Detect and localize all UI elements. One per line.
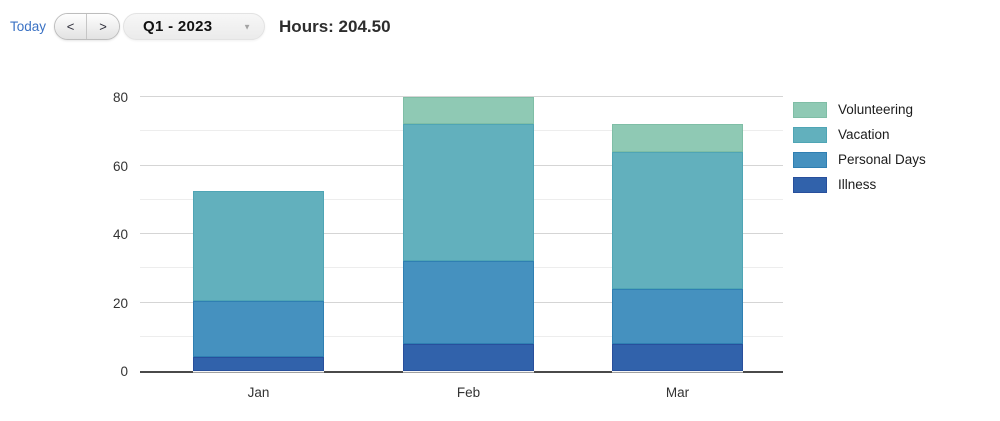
- legend-item-illness: Illness: [793, 172, 926, 197]
- gridline-major: [140, 96, 783, 97]
- x-axis-tick-label: Jan: [247, 385, 270, 400]
- toolbar: Today < > Q1 - 2023 ▼ Hours: 204.50: [10, 13, 391, 40]
- hours-total-value: 204.50: [338, 16, 391, 36]
- legend-item-personal-days: Personal Days: [793, 147, 926, 172]
- stacked-bar-feb: [403, 97, 534, 371]
- y-axis-tick-label: 40: [112, 227, 128, 242]
- period-select[interactable]: Q1 - 2023 ▼: [123, 13, 266, 40]
- bar-segment-vacation: [193, 191, 324, 301]
- legend-swatch: [793, 101, 827, 118]
- stacked-bar-mar: [612, 124, 743, 371]
- stacked-bar-jan: [193, 191, 324, 371]
- x-axis-tick-label: Mar: [665, 385, 690, 400]
- today-link[interactable]: Today: [10, 19, 47, 34]
- legend-label: Personal Days: [838, 152, 926, 167]
- dropdown-arrow-icon: ▼: [243, 22, 252, 31]
- period-nav-button-group: < >: [54, 13, 121, 40]
- bar-segment-vacation: [403, 124, 534, 262]
- bar-segment-illness: [403, 343, 534, 371]
- legend-label: Illness: [838, 177, 877, 192]
- legend-label: Vacation: [838, 127, 890, 142]
- x-axis-tick-label: Feb: [456, 385, 481, 400]
- prev-period-button[interactable]: <: [55, 14, 88, 39]
- y-axis-tick-label: 60: [112, 158, 128, 174]
- bar-segment-illness: [193, 357, 324, 371]
- bar-segment-volunteering: [612, 124, 743, 152]
- y-axis-tick-label: 80: [112, 90, 128, 105]
- legend-swatch: [793, 126, 827, 143]
- bar-segment-volunteering: [403, 97, 534, 125]
- y-axis-tick-label: 0: [120, 364, 128, 379]
- bar-segment-illness: [612, 343, 743, 371]
- legend-label: Volunteering: [838, 102, 914, 117]
- bar-segment-personal-days: [612, 288, 743, 344]
- hours-total: Hours: 204.50: [279, 17, 391, 37]
- next-period-button[interactable]: >: [87, 14, 120, 39]
- legend-item-vacation: Vacation: [793, 122, 926, 147]
- plot-area: [140, 96, 783, 373]
- legend-swatch: [793, 176, 827, 193]
- bar-segment-vacation: [612, 151, 743, 289]
- chart-legend: Volunteering Vacation Personal Days Illness: [793, 97, 926, 197]
- legend-item-volunteering: Volunteering: [793, 97, 926, 122]
- y-axis-tick-label: 20: [112, 295, 128, 311]
- legend-swatch: [793, 151, 827, 168]
- bar-segment-personal-days: [193, 300, 324, 358]
- bar-segment-personal-days: [403, 261, 534, 344]
- period-select-value: Q1 - 2023: [143, 18, 213, 35]
- hours-total-label: Hours:: [279, 16, 334, 36]
